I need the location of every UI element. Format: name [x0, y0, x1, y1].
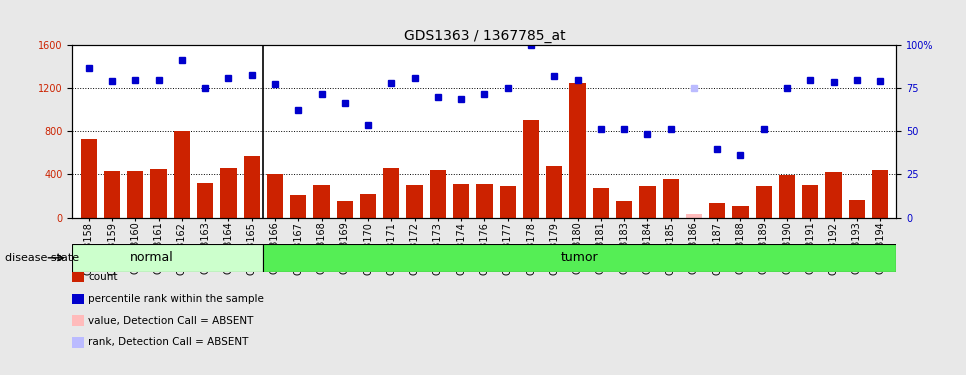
Bar: [430, 170, 446, 217]
Text: normal: normal: [129, 251, 174, 264]
Bar: [336, 201, 353, 217]
Text: percentile rank within the sample: percentile rank within the sample: [88, 294, 264, 304]
Bar: [849, 200, 865, 217]
Bar: [290, 195, 306, 217]
Bar: [686, 214, 702, 217]
Bar: [267, 174, 283, 217]
Bar: [313, 185, 329, 218]
Title: GDS1363 / 1367785_at: GDS1363 / 1367785_at: [404, 28, 565, 43]
Bar: [243, 156, 260, 218]
Bar: [499, 186, 516, 218]
Text: value, Detection Call = ABSENT: value, Detection Call = ABSENT: [88, 316, 253, 326]
Bar: [616, 201, 633, 217]
Text: disease state: disease state: [5, 253, 79, 263]
Text: rank, Detection Call = ABSENT: rank, Detection Call = ABSENT: [88, 338, 248, 347]
Bar: [104, 171, 120, 217]
Text: count: count: [88, 272, 118, 282]
Bar: [872, 170, 889, 217]
Bar: [755, 186, 772, 218]
Bar: [663, 179, 679, 218]
Bar: [732, 206, 749, 218]
Bar: [639, 186, 656, 218]
Bar: [384, 168, 400, 217]
Bar: [826, 172, 841, 217]
Bar: [709, 204, 725, 218]
Bar: [569, 83, 585, 218]
Bar: [80, 139, 97, 218]
Bar: [264, 244, 896, 272]
Bar: [220, 168, 237, 217]
Bar: [802, 185, 818, 218]
Bar: [360, 194, 376, 217]
Bar: [593, 188, 609, 218]
Bar: [72, 244, 264, 272]
Bar: [128, 171, 143, 217]
Bar: [151, 169, 167, 217]
Bar: [779, 176, 795, 217]
Bar: [197, 183, 213, 218]
Bar: [174, 131, 190, 218]
Text: tumor: tumor: [561, 251, 599, 264]
Bar: [407, 185, 423, 218]
Bar: [453, 184, 469, 218]
Bar: [523, 120, 539, 218]
Bar: [476, 184, 493, 218]
Bar: [546, 166, 562, 218]
